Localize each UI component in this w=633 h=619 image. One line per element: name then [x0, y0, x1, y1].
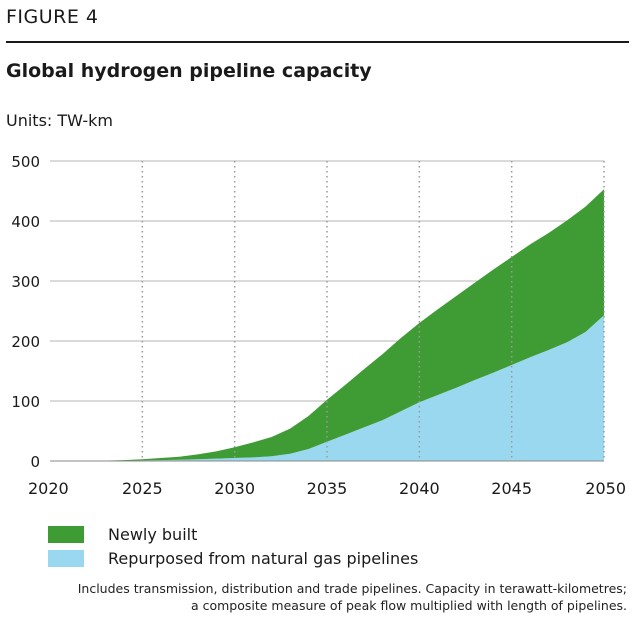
legend: Newly built Repurposed from natural gas … — [48, 522, 418, 570]
x-tick-label-2020: 2020 — [28, 479, 69, 498]
y-tick-label-0: 0 — [30, 453, 40, 471]
footnote: Includes transmission, distribution and … — [7, 580, 627, 614]
y-tick-label-100: 100 — [11, 393, 40, 411]
area-series-0 — [50, 315, 604, 461]
x-tick-label-2050: 2050 — [585, 479, 626, 498]
y-tick-label-300: 300 — [11, 273, 40, 291]
y-tick-label-200: 200 — [11, 333, 40, 351]
units-label: Units: TW-km — [6, 111, 113, 130]
x-tick-label-2045: 2045 — [491, 479, 532, 498]
legend-item-newly-built: Newly built — [48, 522, 418, 546]
x-tick-label-2025: 2025 — [122, 479, 163, 498]
x-tick-label-2030: 2030 — [214, 479, 255, 498]
legend-item-repurposed: Repurposed from natural gas pipelines — [48, 546, 418, 570]
legend-swatch-repurposed — [48, 549, 84, 567]
x-tick-label-2040: 2040 — [399, 479, 440, 498]
footnote-line-1: Includes transmission, distribution and … — [77, 581, 627, 596]
y-tick-label-500: 500 — [11, 153, 40, 171]
legend-swatch-newly-built — [48, 525, 84, 543]
y-tick-label-400: 400 — [11, 213, 40, 231]
x-tick-label-2035: 2035 — [307, 479, 348, 498]
legend-label-repurposed: Repurposed from natural gas pipelines — [108, 548, 419, 568]
footnote-line-2: a composite measure of peak flow multipl… — [190, 598, 627, 613]
title-rule — [6, 41, 629, 43]
area-chart: 0 100 200 300 400 500 2020 2025 2030 2035 2040 2045… — [11, 153, 626, 498]
legend-label-newly-built: Newly built — [108, 524, 198, 544]
figure-label: FIGURE 4 — [6, 6, 99, 28]
chart-title: Global hydrogen pipeline capacity — [6, 60, 372, 82]
